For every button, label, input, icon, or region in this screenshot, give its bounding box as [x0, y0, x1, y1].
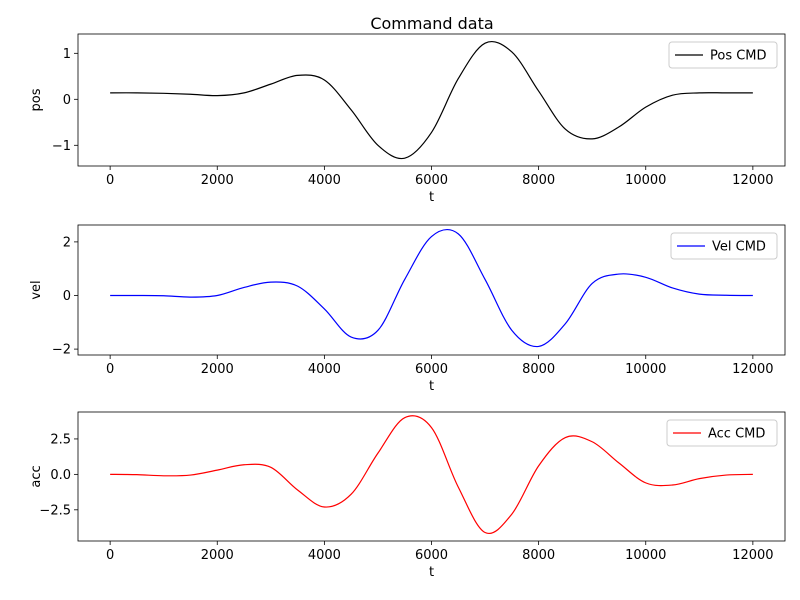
x-tick-label: 4000 — [308, 548, 341, 563]
x-tick-label: 0 — [106, 548, 114, 563]
y-tick-label: −2 — [52, 343, 71, 358]
subplot-vel: 0 2000 4000 6000 8000 10000 12000 2 0 −2 t vel Vel C… — [29, 224, 786, 394]
x-tick-label: 12000 — [732, 362, 773, 377]
legend: Pos CMD — [668, 41, 778, 69]
x-tick-label: 2000 — [201, 173, 234, 188]
series-line-acc-cmd — [110, 415, 753, 535]
y-tick-label: 0.0 — [50, 468, 71, 483]
series-line-vel-cmd — [110, 228, 753, 348]
x-tick-label: 6000 — [415, 173, 448, 188]
x-tick-label: 6000 — [415, 362, 448, 377]
y-tick-label: 2.5 — [50, 432, 71, 447]
series-line-pos-cmd — [110, 40, 753, 160]
x-tick-label: 4000 — [308, 362, 341, 377]
axes-frame — [77, 411, 786, 542]
x-tick-label: 0 — [106, 173, 114, 188]
legend-box — [668, 41, 778, 69]
chart-title: Command data — [370, 14, 493, 33]
y-tick-label: 1 — [63, 47, 71, 62]
x-tick-label: 10000 — [625, 548, 666, 563]
x-axis-label: t — [429, 379, 434, 394]
x-tick-label: 2000 — [201, 362, 234, 377]
subplot-acc: 0 2000 4000 6000 8000 10000 12000 2.5 0.0 −2.5 t ac… — [29, 411, 786, 580]
axes-frame — [77, 224, 786, 356]
y-tick-label: 2 — [63, 235, 71, 250]
x-tick-label: 10000 — [625, 362, 666, 377]
x-tick-label: 0 — [106, 362, 114, 377]
y-tick-label: −1 — [52, 139, 71, 154]
x-tick-label: 4000 — [308, 173, 341, 188]
x-tick-label: 8000 — [522, 362, 555, 377]
legend-box — [666, 419, 778, 447]
axes-frame — [77, 33, 786, 167]
legend: Acc CMD — [666, 419, 778, 447]
y-tick-label: 0 — [63, 289, 71, 304]
legend-label: Acc CMD — [708, 427, 765, 442]
x-tick-label: 12000 — [732, 548, 773, 563]
subplot-pos: 0 2000 4000 6000 8000 10000 12000 1 0 −1 t pos Pos C… — [29, 33, 786, 205]
x-tick-label: 6000 — [415, 548, 448, 563]
x-tick-label: 8000 — [522, 173, 555, 188]
legend-label: Pos CMD — [710, 49, 767, 64]
legend-box — [670, 232, 778, 260]
legend-label: Vel CMD — [712, 240, 766, 255]
y-axis-label: pos — [29, 88, 44, 111]
y-axis-label: acc — [29, 465, 44, 487]
y-axis-label: vel — [29, 280, 44, 299]
y-tick-label: −2.5 — [39, 503, 71, 518]
x-tick-label: 12000 — [732, 173, 773, 188]
x-axis-label: t — [429, 190, 434, 205]
y-tick-label: 0 — [63, 93, 71, 108]
x-tick-label: 2000 — [201, 548, 234, 563]
x-tick-label: 8000 — [522, 548, 555, 563]
x-tick-label: 10000 — [625, 173, 666, 188]
x-axis-label: t — [429, 565, 434, 580]
legend: Vel CMD — [670, 232, 778, 260]
